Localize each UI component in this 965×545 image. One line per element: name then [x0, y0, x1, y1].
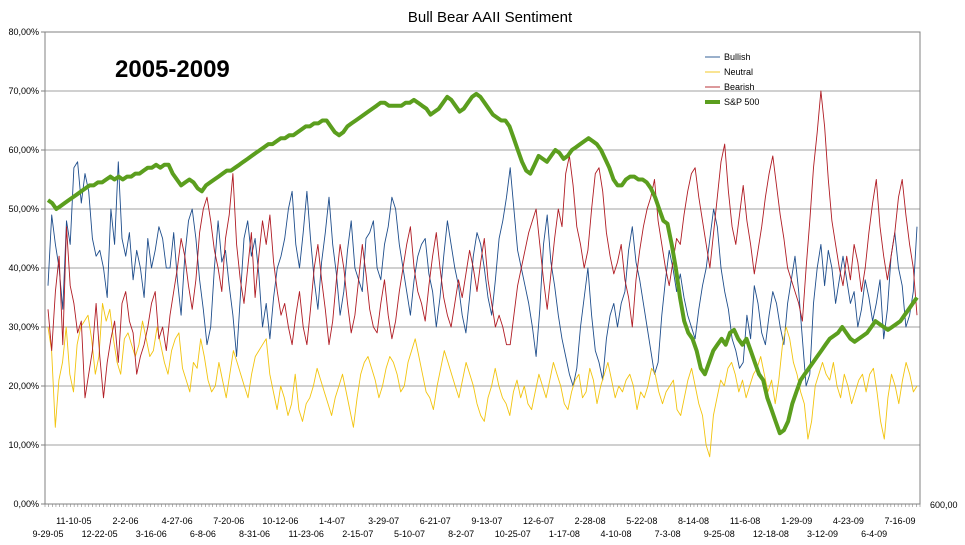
series-line-s-p-500 — [46, 91, 919, 436]
x-tick-label: 10-25-07 — [495, 529, 531, 539]
x-tick-label: 11-10-05 — [56, 516, 91, 526]
x-tick-label: 12-22-05 — [82, 529, 118, 539]
series-line-bearish — [47, 90, 918, 399]
x-tick-label: 3-29-07 — [368, 516, 399, 526]
chart-title: Bull Bear AAII Sentiment — [408, 9, 573, 26]
y-tick-label: 40,00% — [8, 263, 39, 273]
x-tick-label: 12-6-07 — [523, 516, 554, 526]
x-tick-label: 3-12-09 — [807, 529, 838, 539]
y-tick-label: 50,00% — [8, 204, 39, 214]
y-tick-label: 60,00% — [8, 145, 39, 155]
y-tick-label: 20,00% — [8, 381, 39, 391]
x-tick-label: 6-4-09 — [861, 529, 887, 539]
x-tick-label: 11-23-06 — [289, 529, 324, 539]
x-tick-label: 5-22-08 — [626, 516, 657, 526]
x-tick-label: 6-21-07 — [420, 516, 451, 526]
x-axis: 9-29-05 12-22-05 3-16-06 6-8-06 8-31-06 11-23… — [32, 504, 921, 539]
x-tick-label: 3-16-06 — [136, 529, 167, 539]
x-tick-label: 1-29-09 — [781, 516, 812, 526]
x-tick-label: 4-27-06 — [162, 516, 193, 526]
x-tick-label: 8-14-08 — [678, 516, 709, 526]
legend-label-s-p-500: S&P 500 — [724, 97, 759, 107]
y-tick-label: 10,00% — [8, 440, 39, 450]
series-layer — [46, 90, 919, 458]
x-tick-label: 4-23-09 — [833, 516, 864, 526]
period-annotation: 2005-2009 — [115, 56, 230, 83]
x-tick-label: 1-4-07 — [319, 516, 345, 526]
legend-label-neutral: Neutral — [724, 67, 753, 77]
x-tick-label: 7-20-06 — [213, 516, 244, 526]
series-line-neutral — [47, 302, 918, 458]
x-tick-label: 8-2-07 — [448, 529, 474, 539]
y-axis: 0,00% 10,00% 20,00% 30,00% 40,00% 50,00% 60,00… — [8, 27, 45, 509]
x-tick-label: 9-29-05 — [32, 529, 63, 539]
x-tick-label: 5-10-07 — [394, 529, 425, 539]
legend-label-bearish: Bearish — [724, 82, 755, 92]
x-tick-label: 9-13-07 — [471, 516, 502, 526]
x-tick-label: 8-31-06 — [239, 529, 270, 539]
x-tick-label: 2-28-08 — [575, 516, 606, 526]
legend-label-bullish: Bullish — [724, 52, 751, 62]
x-tick-label: 9-25-08 — [704, 529, 735, 539]
right-axis-tick: 600,00 — [930, 500, 958, 510]
legend: Bullish Neutral Bearish S&P 500 — [705, 52, 759, 107]
x-tick-label: 2-2-06 — [112, 516, 138, 526]
y-tick-label: 30,00% — [8, 322, 39, 332]
x-tick-label: 7-3-08 — [655, 529, 681, 539]
x-tick-label: 2-15-07 — [342, 529, 373, 539]
x-tick-label: 6-8-06 — [190, 529, 216, 539]
y-tick-label: 0,00% — [13, 499, 39, 509]
x-tick-label: 10-12-06 — [262, 516, 298, 526]
x-tick-label: 12-18-08 — [753, 529, 789, 539]
series-line-bullish — [47, 161, 918, 387]
y-tick-label: 70,00% — [8, 86, 39, 96]
x-tick-label: 7-16-09 — [884, 516, 915, 526]
y-tick-label: 80,00% — [8, 27, 39, 37]
x-tick-label: 4-10-08 — [600, 529, 631, 539]
x-tick-label: 1-17-08 — [549, 529, 580, 539]
x-tick-label: 11-6-08 — [730, 516, 760, 526]
